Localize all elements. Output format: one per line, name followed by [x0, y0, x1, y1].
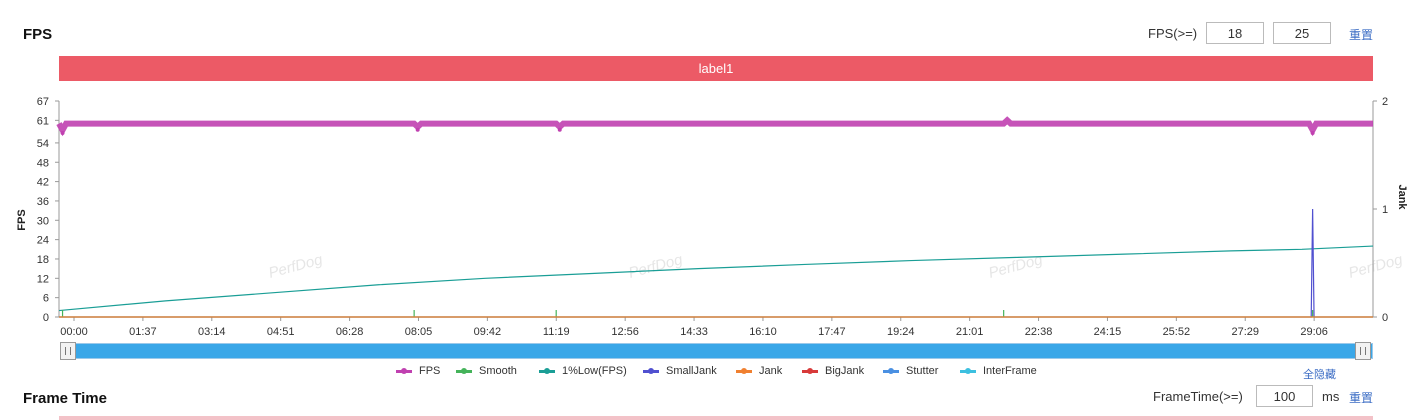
x-tick-label: 03:14: [198, 326, 226, 338]
legend-item-bigjank[interactable]: BigJank: [802, 365, 864, 377]
legend-label: BigJank: [825, 365, 865, 377]
fps-dip-marker: [415, 127, 420, 132]
legend-label: FPS: [419, 365, 441, 377]
legend-item-jank[interactable]: Jank: [736, 365, 782, 377]
y-tick-label: 30: [37, 215, 49, 227]
fps-dip-marker: [60, 131, 65, 136]
x-tick-label: 27:29: [1231, 326, 1259, 338]
x-tick-label: 24:15: [1094, 326, 1122, 338]
legend-item-interframe[interactable]: InterFrame: [960, 365, 1037, 377]
frame-time-unit: ms: [1322, 389, 1340, 404]
frame-time-reset-link[interactable]: 重置: [1349, 391, 1374, 405]
y-tick-label: 18: [37, 254, 49, 266]
legend-smooth-icon: [456, 367, 472, 374]
legend-stutter-icon: [883, 367, 899, 374]
label-bar[interactable]: label1: [59, 56, 1373, 81]
x-tick-label: 09:42: [474, 326, 502, 338]
legend-item-stutter[interactable]: Stutter: [883, 365, 938, 377]
legend-1low-icon: [539, 367, 555, 374]
legend-label: InterFrame: [983, 365, 1037, 377]
legend-item-smalljank[interactable]: SmallJank: [643, 365, 717, 377]
y-axis-label: FPS: [16, 209, 28, 230]
y-tick-label: 24: [37, 235, 49, 247]
fps-reset-link[interactable]: 重置: [1349, 28, 1374, 42]
y-tick-label: 42: [37, 177, 49, 189]
y2-axis-label: Jank: [1396, 184, 1408, 210]
legend-label: 1%Low(FPS): [562, 365, 627, 377]
frame-time-label-bar: [59, 416, 1373, 420]
x-tick-label: 25:52: [1163, 326, 1191, 338]
legend-label: SmallJank: [666, 365, 717, 377]
x-tick-label: 22:38: [1025, 326, 1053, 338]
fps-threshold-input-1[interactable]: [1206, 22, 1264, 44]
grip-icon: [1360, 347, 1366, 355]
fps-threshold-label: FPS(>=): [1148, 26, 1198, 41]
fps-threshold-input-2[interactable]: [1273, 22, 1331, 44]
hide-all-link[interactable]: 全隐藏: [1303, 369, 1336, 381]
legend-item-smooth[interactable]: Smooth: [456, 365, 517, 377]
fps-dip-marker: [557, 127, 562, 132]
x-tick-label: 29:06: [1300, 326, 1328, 338]
x-tick-label: 21:01: [956, 326, 984, 338]
y-tick-label: 0: [43, 312, 49, 324]
zoom-slider-track[interactable]: [60, 343, 1373, 359]
fps-panel-title: FPS: [23, 26, 53, 43]
x-tick-label: 17:47: [818, 326, 846, 338]
series-line-smalljank[interactable]: [59, 208, 1373, 318]
y-tick-label: 67: [37, 96, 49, 108]
legend-interframe-icon: [960, 367, 976, 374]
frame-time-panel-title: Frame Time: [23, 390, 107, 407]
legend-label: Stutter: [906, 365, 939, 377]
y2-tick-label: 0: [1382, 312, 1388, 324]
x-tick-label: 04:51: [267, 326, 295, 338]
legend-item-fps[interactable]: FPS: [396, 365, 440, 377]
x-tick-label: 08:05: [405, 326, 433, 338]
series-line-1-low-fps-[interactable]: [58, 245, 1374, 312]
y-tick-label: 61: [37, 115, 49, 127]
x-tick-label: 14:33: [680, 326, 708, 338]
x-tick-label: 19:24: [887, 326, 915, 338]
y2-tick-label: 2: [1382, 96, 1388, 108]
fps-dip-marker: [1310, 131, 1315, 136]
legend-item-1low[interactable]: 1%Low(FPS): [539, 365, 627, 377]
frame-time-threshold-label: FrameTime(>=): [1153, 389, 1243, 404]
x-tick-label: 16:10: [749, 326, 777, 338]
legend-bigjank-icon: [802, 367, 818, 374]
legend-label: Smooth: [479, 365, 517, 377]
x-tick-label: 12:56: [611, 326, 639, 338]
legend-jank-icon: [736, 367, 752, 374]
y-tick-label: 48: [37, 157, 49, 169]
chart-legend: FPS Smooth 1%Low(FPS) SmallJank Jank Big…: [0, 365, 1428, 381]
zoom-slider-right-handle[interactable]: [1355, 342, 1371, 360]
y-tick-label: 12: [37, 273, 49, 285]
x-tick-label: 11:19: [543, 326, 570, 338]
legend-fps-icon: [396, 367, 412, 374]
series-line-fps[interactable]: [56, 116, 1373, 137]
x-tick-label: 06:28: [336, 326, 364, 338]
zoom-slider-left-handle[interactable]: [60, 342, 76, 360]
y-tick-label: 54: [37, 138, 49, 150]
x-tick-label: 01:37: [129, 326, 157, 338]
y-tick-label: 36: [37, 196, 49, 208]
y2-tick-label: 1: [1382, 204, 1388, 216]
legend-smalljank-icon: [643, 367, 659, 374]
frame-time-threshold-input[interactable]: [1256, 385, 1313, 407]
grip-icon: [65, 347, 71, 355]
legend-label: Jank: [759, 365, 783, 377]
y-tick-label: 6: [43, 293, 49, 305]
x-tick-label: 00:00: [60, 326, 88, 338]
